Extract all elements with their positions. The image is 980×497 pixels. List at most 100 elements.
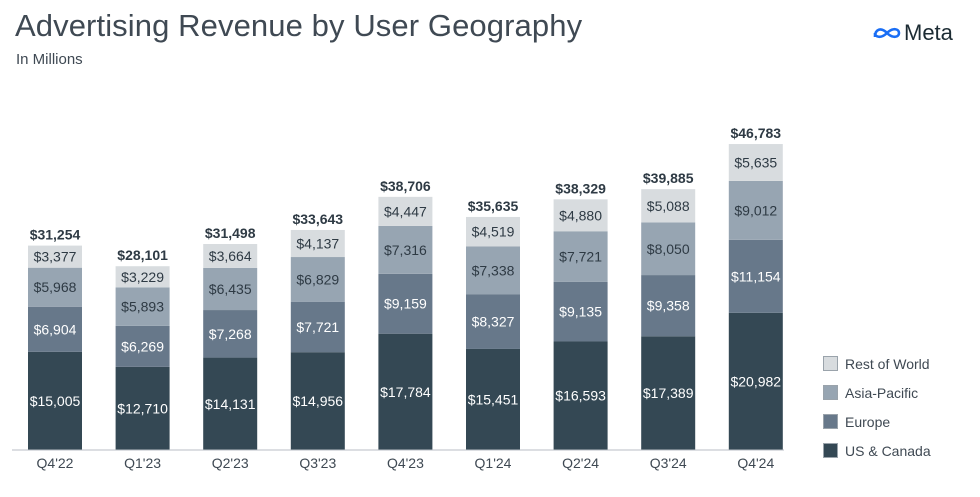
bar-segment-europe xyxy=(203,310,258,358)
x-tick-label: Q4'24 xyxy=(737,455,774,471)
bar-segment-europe xyxy=(115,325,170,367)
segment-value-label: $17,389 xyxy=(643,385,694,401)
bar-segment-us-canada xyxy=(115,366,170,450)
segment-value-label: $14,131 xyxy=(205,396,256,412)
segment-value-label: $11,154 xyxy=(731,268,781,284)
segment-value-label: $5,635 xyxy=(734,154,777,170)
legend-swatch-asia-pacific xyxy=(823,385,838,400)
segment-value-label: $4,519 xyxy=(472,224,515,240)
bar-segment-asia-pacific xyxy=(641,222,696,276)
bar-segment-europe xyxy=(641,275,696,337)
segment-value-label: $5,893 xyxy=(121,299,164,315)
bar-segment-us-canada xyxy=(641,336,696,450)
legend-label: Asia-Pacific xyxy=(845,384,919,401)
bar-segment-europe xyxy=(28,306,82,352)
x-tick-label: Q3'23 xyxy=(299,455,336,471)
legend-item-europe: Europe xyxy=(823,407,931,436)
bar-segment-us-canada xyxy=(728,312,783,450)
legend-label: Europe xyxy=(845,413,891,430)
chart-subtitle: In Millions xyxy=(16,51,83,68)
bar-segment-asia-pacific xyxy=(203,267,258,311)
segment-value-label: $9,159 xyxy=(384,296,427,312)
chart-legend: Rest of World Asia-Pacific Europe US & C… xyxy=(823,349,931,465)
legend-item-us-canada: US & Canada xyxy=(823,436,931,465)
segment-value-label: $8,327 xyxy=(472,314,515,330)
legend-label: Rest of World xyxy=(845,355,930,372)
segment-value-label: $6,829 xyxy=(296,271,339,287)
segment-value-label: $14,956 xyxy=(292,393,343,409)
legend-swatch-us-canada xyxy=(823,443,838,458)
segment-value-label: $17,784 xyxy=(380,384,431,400)
segment-value-label: $6,435 xyxy=(209,281,252,297)
bar-total-label: $31,254 xyxy=(30,227,81,243)
x-tick-label: Q1'24 xyxy=(475,455,512,471)
segment-value-label: $5,968 xyxy=(34,279,77,295)
bar-total-label: $35,635 xyxy=(468,198,519,214)
meta-logo: Meta xyxy=(872,18,953,48)
segment-value-label: $20,982 xyxy=(730,373,781,389)
x-tick-label: Q3'24 xyxy=(650,455,687,471)
segment-value-label: $7,316 xyxy=(384,242,427,258)
bar-segment-asia-pacific xyxy=(290,257,345,302)
bar-segment-europe xyxy=(290,301,345,353)
bar-total-label: $28,101 xyxy=(117,247,168,263)
bar-segment-europe xyxy=(728,239,783,313)
segment-value-label: $8,050 xyxy=(647,241,690,257)
segment-value-label: $6,904 xyxy=(34,321,77,337)
bar-segment-rest-of-world xyxy=(290,229,345,258)
bar-segment-rest-of-world xyxy=(641,189,696,223)
segment-value-label: $9,012 xyxy=(734,202,777,218)
segment-value-label: $3,664 xyxy=(209,248,252,264)
bar-segment-europe xyxy=(553,281,608,342)
x-tick-label: Q1'23 xyxy=(124,455,161,471)
segment-value-label: $6,269 xyxy=(121,338,164,354)
segment-value-label: $4,880 xyxy=(559,207,602,223)
x-tick-label: Q2'24 xyxy=(562,455,599,471)
segment-value-label: $7,268 xyxy=(209,326,252,342)
bar-segment-asia-pacific xyxy=(28,267,82,307)
meta-wordmark: Meta xyxy=(904,20,953,45)
segment-value-label: $15,005 xyxy=(30,393,81,409)
segment-value-label: $9,358 xyxy=(647,298,690,314)
bar-segment-asia-pacific xyxy=(466,246,520,295)
segment-value-label: $4,447 xyxy=(384,203,427,219)
bar-segment-europe xyxy=(378,273,433,334)
bar-total-label: $38,706 xyxy=(380,178,431,194)
segment-value-label: $7,721 xyxy=(296,319,339,335)
legend-item-rest-of-world: Rest of World xyxy=(823,349,931,378)
bar-segment-asia-pacific xyxy=(728,180,783,240)
bar-segment-rest-of-world xyxy=(728,144,783,181)
bar-total-label: $46,783 xyxy=(730,125,781,141)
meta-infinity-icon xyxy=(873,27,901,39)
segment-value-label: $7,338 xyxy=(472,262,515,278)
segment-value-label: $9,135 xyxy=(559,304,602,320)
x-tick-label: Q4'22 xyxy=(37,455,74,471)
bar-segment-rest-of-world xyxy=(115,266,170,288)
bar-segment-us-canada xyxy=(553,341,608,450)
bar-segment-rest-of-world xyxy=(203,244,258,268)
legend-swatch-europe xyxy=(823,414,838,429)
bar-segment-us-canada xyxy=(203,357,258,450)
bar-total-label: $31,498 xyxy=(205,225,256,241)
bar-total-label: $38,329 xyxy=(555,180,606,196)
legend-item-asia-pacific: Asia-Pacific xyxy=(823,378,931,407)
segment-value-label: $7,721 xyxy=(559,248,602,264)
bar-segment-europe xyxy=(466,294,520,349)
bar-segment-rest-of-world xyxy=(553,199,608,232)
bar-segment-us-canada xyxy=(28,351,82,450)
bar-segment-us-canada xyxy=(378,333,433,450)
segment-value-label: $3,377 xyxy=(34,249,77,265)
bar-segment-rest-of-world xyxy=(28,245,82,268)
bar-segment-asia-pacific xyxy=(378,225,433,274)
bar-segment-asia-pacific xyxy=(115,287,170,326)
segment-value-label: $5,088 xyxy=(647,198,690,214)
segment-value-label: $4,137 xyxy=(296,236,339,252)
x-tick-label: Q2'23 xyxy=(212,455,249,471)
segment-value-label: $12,710 xyxy=(117,400,168,416)
bar-segment-rest-of-world xyxy=(378,196,433,226)
segment-value-label: $15,451 xyxy=(468,391,519,407)
bar-segment-asia-pacific xyxy=(553,231,608,282)
bar-segment-us-canada xyxy=(290,352,345,450)
segment-value-label: $16,593 xyxy=(555,388,606,404)
bar-segment-us-canada xyxy=(466,348,520,450)
